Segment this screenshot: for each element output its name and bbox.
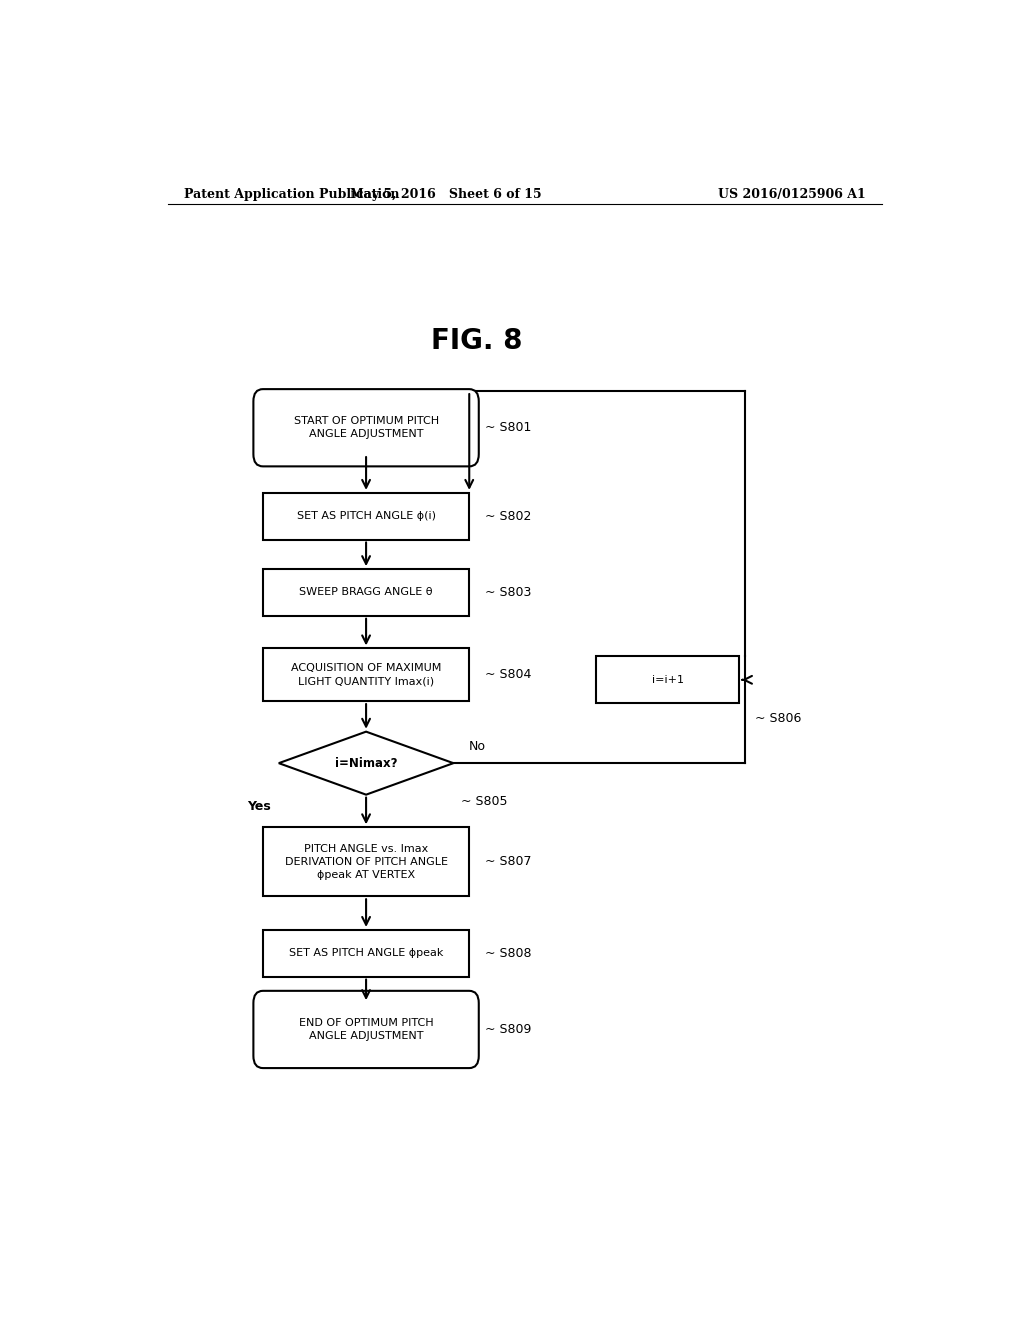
Text: SET AS PITCH ANGLE ϕpeak: SET AS PITCH ANGLE ϕpeak	[289, 948, 443, 958]
Text: ACQUISITION OF MAXIMUM
LIGHT QUANTITY Imax(i): ACQUISITION OF MAXIMUM LIGHT QUANTITY Im…	[291, 663, 441, 686]
Text: No: No	[469, 741, 486, 752]
Text: FIG. 8: FIG. 8	[431, 327, 523, 355]
Text: PITCH ANGLE vs. Imax
DERIVATION OF PITCH ANGLE
ϕpeak AT VERTEX: PITCH ANGLE vs. Imax DERIVATION OF PITCH…	[285, 843, 447, 880]
Text: i=i+1: i=i+1	[651, 675, 684, 685]
Bar	[263, 929, 469, 977]
Text: START OF OPTIMUM PITCH
ANGLE ADJUSTMENT: START OF OPTIMUM PITCH ANGLE ADJUSTMENT	[294, 416, 438, 440]
Text: ~ S802: ~ S802	[485, 510, 531, 523]
Text: May 5, 2016   Sheet 6 of 15: May 5, 2016 Sheet 6 of 15	[349, 189, 542, 202]
Text: Yes: Yes	[247, 800, 270, 813]
Polygon shape	[279, 731, 454, 795]
Text: ~ S806: ~ S806	[755, 711, 802, 725]
Text: ~ S804: ~ S804	[485, 668, 531, 681]
Text: ~ S805: ~ S805	[461, 795, 508, 808]
FancyBboxPatch shape	[253, 991, 479, 1068]
Text: ~ S801: ~ S801	[485, 421, 531, 434]
Text: SWEEP BRAGG ANGLE θ: SWEEP BRAGG ANGLE θ	[299, 587, 433, 598]
Text: i=Nimax?: i=Nimax?	[335, 756, 397, 770]
Bar	[263, 648, 469, 701]
Text: SET AS PITCH ANGLE ϕ(i): SET AS PITCH ANGLE ϕ(i)	[297, 511, 435, 521]
Bar	[263, 492, 469, 540]
Text: ~ S808: ~ S808	[485, 946, 531, 960]
Text: ~ S803: ~ S803	[485, 586, 531, 599]
Text: ~ S807: ~ S807	[485, 855, 531, 869]
FancyBboxPatch shape	[253, 389, 479, 466]
Bar	[263, 569, 469, 616]
Text: END OF OPTIMUM PITCH
ANGLE ADJUSTMENT: END OF OPTIMUM PITCH ANGLE ADJUSTMENT	[299, 1018, 433, 1041]
Bar	[263, 828, 469, 896]
Bar	[596, 656, 739, 704]
Text: ~ S809: ~ S809	[485, 1023, 531, 1036]
Text: Patent Application Publication: Patent Application Publication	[183, 189, 399, 202]
Text: US 2016/0125906 A1: US 2016/0125906 A1	[718, 189, 866, 202]
